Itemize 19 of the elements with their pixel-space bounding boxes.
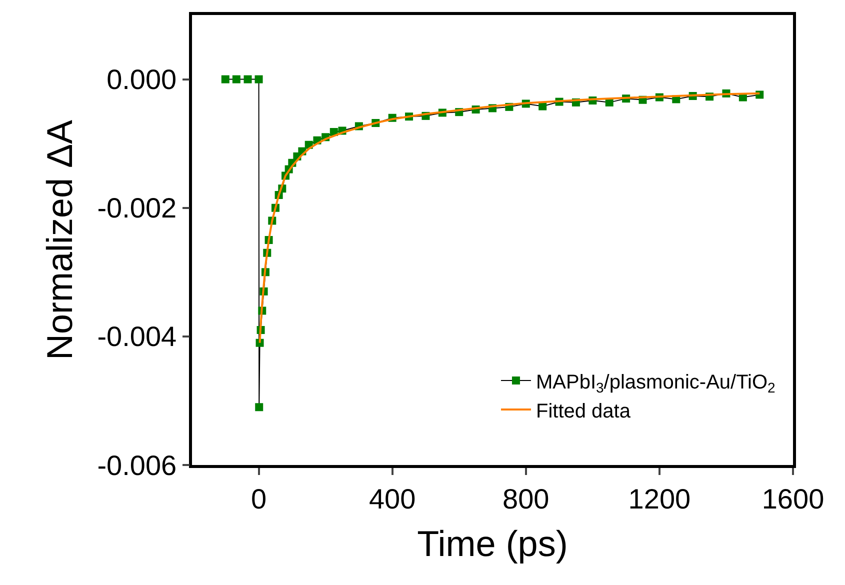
y-axis-title: Normalized ΔA [39, 120, 80, 360]
legend-label: Fitted data [536, 400, 632, 422]
x-axis-title: Time (ps) [417, 523, 568, 564]
x-tick-label: 400 [368, 483, 416, 514]
y-tick-label: -0.002 [97, 192, 177, 224]
point [221, 75, 230, 84]
point [254, 75, 263, 84]
x-tick-label: 0 [250, 483, 267, 514]
point [538, 102, 547, 110]
y-tick-label: 0.000 [106, 64, 177, 96]
x-tick-label: 800 [502, 483, 550, 514]
x-tick-label: 1600 [762, 483, 824, 514]
y-tick-label: -0.006 [97, 450, 177, 481]
point [244, 75, 252, 84]
y-tick-label: -0.004 [97, 321, 177, 352]
point [255, 403, 264, 412]
x-tick-label: 1200 [628, 483, 691, 514]
point [232, 75, 240, 84]
legend-label: MAPbI$_{3}$/plasmonic-Au/TiO$_{2}$ [536, 371, 776, 396]
